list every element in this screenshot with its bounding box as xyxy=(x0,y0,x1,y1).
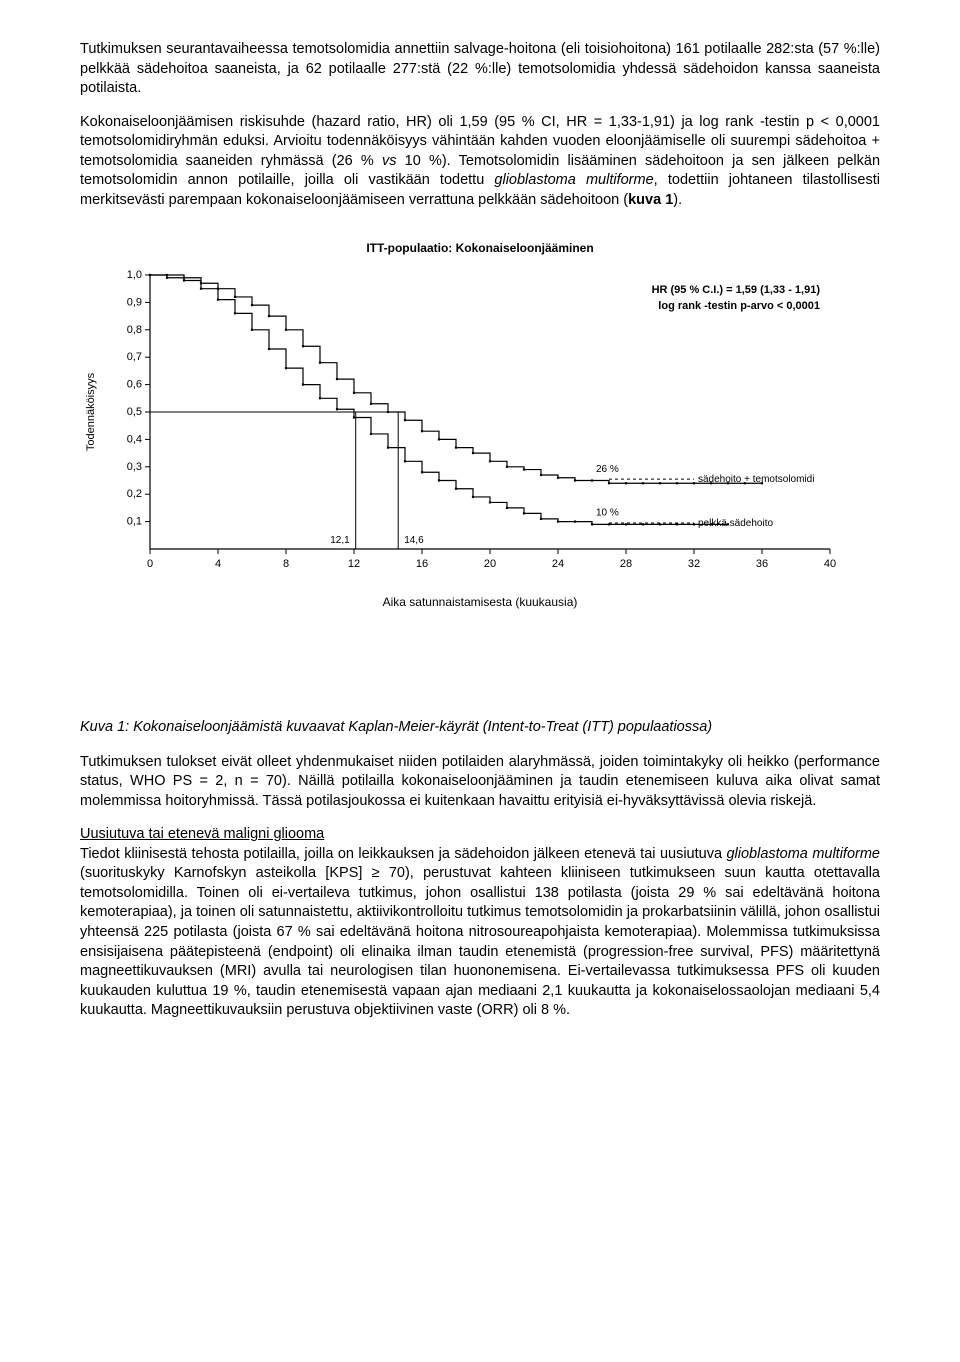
p4-a: Tiedot kliinisestä tehosta potilailla, j… xyxy=(80,846,726,862)
figure-1: ITT-populaatio: Kokonaiseloonjääminen 0,… xyxy=(80,241,880,609)
figure-1-caption: Kuva 1: Kokonaiseloonjäämistä kuvaavat K… xyxy=(80,719,880,735)
svg-text:20: 20 xyxy=(484,558,496,570)
svg-text:0,5: 0,5 xyxy=(127,406,142,418)
svg-text:pelkkä sädehoito: pelkkä sädehoito xyxy=(698,517,773,528)
paragraph-1: Tutkimuksen seurantavaiheessa temotsolom… xyxy=(80,40,880,99)
chart-xlabel: Aika satunnaistamisesta (kuukausia) xyxy=(80,595,880,609)
p2-kuva1: kuva 1 xyxy=(628,192,673,208)
svg-text:0,1: 0,1 xyxy=(127,515,142,527)
svg-text:12: 12 xyxy=(348,558,360,570)
svg-text:40: 40 xyxy=(824,558,836,570)
svg-text:16: 16 xyxy=(416,558,428,570)
svg-text:12,1: 12,1 xyxy=(330,535,350,546)
svg-text:28: 28 xyxy=(620,558,632,570)
p2-d: ). xyxy=(673,192,682,208)
svg-text:0: 0 xyxy=(147,558,153,570)
svg-text:sädehoito + temotsolomidi: sädehoito + temotsolomidi xyxy=(698,474,814,485)
p4-title: Uusiutuva tai etenevä maligni gliooma xyxy=(80,826,324,842)
svg-text:0,8: 0,8 xyxy=(127,323,142,335)
kaplan-meier-chart: 0,1 0,2 0,3 0,4 0,5 0,6 0,7 0,8 0,9 1,0 0 4 8 12 16 20 2… xyxy=(80,261,860,591)
p4-b: (suorituskyky Karnofskyn asteikolla [KPS… xyxy=(80,865,880,1018)
paragraph-3: Tutkimuksen tulokset eivät olleet yhdenm… xyxy=(80,753,880,812)
document-page: Tutkimuksen seurantavaiheessa temotsolom… xyxy=(40,0,920,1075)
svg-text:0,4: 0,4 xyxy=(127,433,142,445)
svg-text:1,0: 1,0 xyxy=(127,269,142,281)
svg-text:32: 32 xyxy=(688,558,700,570)
svg-text:4: 4 xyxy=(215,558,221,570)
paragraph-2: Kokonaiseloonjäämisen riskisuhde (hazard… xyxy=(80,113,880,211)
p4-gm: glioblastoma multiforme xyxy=(726,846,880,862)
svg-text:0,9: 0,9 xyxy=(127,296,142,308)
svg-text:26 %: 26 % xyxy=(596,463,619,474)
paragraph-4: Uusiutuva tai etenevä maligni gliooma Ti… xyxy=(80,825,880,1021)
svg-text:log rank -testin p-arvo < 0,00: log rank -testin p-arvo < 0,0001 xyxy=(658,300,820,312)
svg-text:0,6: 0,6 xyxy=(127,378,142,390)
svg-text:24: 24 xyxy=(552,558,564,570)
p2-gm: glioblastoma multiforme xyxy=(494,172,653,188)
svg-text:0,3: 0,3 xyxy=(127,460,142,472)
svg-text:36: 36 xyxy=(756,558,768,570)
svg-text:10 %: 10 % xyxy=(596,507,619,518)
svg-text:0,7: 0,7 xyxy=(127,351,142,363)
p2-vs: vs xyxy=(382,153,397,169)
chart-title: ITT-populaatio: Kokonaiseloonjääminen xyxy=(80,241,880,255)
svg-text:0,2: 0,2 xyxy=(127,488,142,500)
svg-text:14,6: 14,6 xyxy=(404,535,424,546)
svg-text:Todennäköisyys: Todennäköisyys xyxy=(85,372,97,451)
svg-text:HR (95 % C.I.) = 1,59 (1,33 -: HR (95 % C.I.) = 1,59 (1,33 - 1,91) xyxy=(652,284,821,296)
svg-text:8: 8 xyxy=(283,558,289,570)
